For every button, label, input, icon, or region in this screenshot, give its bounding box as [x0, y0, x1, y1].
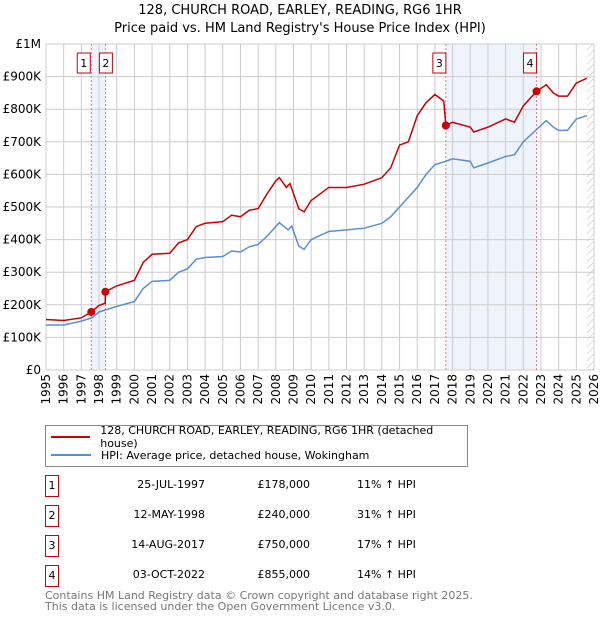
- x-tick-label: 2001: [145, 374, 159, 405]
- x-tick-label: 2023: [534, 374, 548, 405]
- sale-price: £240,000: [257, 508, 311, 521]
- chart-subtitle: Price paid vs. HM Land Registry's House …: [114, 21, 486, 36]
- hpi-line: [46, 115, 588, 326]
- x-tick-label: 2016: [410, 374, 424, 405]
- x-tick-label: 1995: [39, 374, 53, 405]
- plot-frame: [45, 43, 595, 371]
- y-tick-label: £700K: [3, 135, 43, 149]
- x-tick-label: 2021: [499, 374, 513, 405]
- sale-date: 12-MAY-1998: [133, 508, 205, 521]
- x-tick-label: 2022: [516, 374, 530, 405]
- x-tick-label: 2007: [251, 374, 265, 405]
- sale-marker-box: [98, 52, 113, 74]
- sale-marker-label: 2: [102, 57, 109, 70]
- x-tick-label: 2000: [127, 374, 141, 405]
- x-tick-label: 2024: [552, 374, 566, 405]
- sale-row: 2 12-MAY-1998 £240,000 31% ↑ HPI: [45, 505, 465, 527]
- price-chart: £0 £100K £200K £300K £400K £500K £600K £700K £80…: [3, 37, 600, 405]
- y-tick-label: £0: [26, 363, 41, 377]
- property-price-line: [45, 77, 588, 322]
- sale-marker-box: 2: [45, 505, 59, 527]
- y-tick-label: £900K: [3, 70, 43, 84]
- sale-price: £178,000: [257, 478, 311, 491]
- x-tick-label: 2020: [481, 374, 495, 405]
- x-tick-label: 1998: [92, 374, 106, 405]
- legend-swatch-red: [51, 436, 91, 438]
- sale-date: 25-JUL-1997: [137, 478, 205, 491]
- sale-hpi-change: 14% ↑ HPI: [357, 568, 416, 581]
- x-tick-label: 2017: [428, 374, 442, 405]
- sale-point: [441, 121, 450, 130]
- y-tick-label: £100K: [3, 330, 43, 344]
- legend-label: HPI: Average price, detached house, Woki…: [101, 448, 370, 462]
- sale-marker-box: 1: [45, 475, 59, 497]
- y-tick-label: £600K: [3, 167, 43, 181]
- legend-item-hpi: HPI: Average price, detached house, Woki…: [51, 446, 369, 464]
- sale-marker-box: [523, 52, 538, 74]
- sale-hpi-change: 17% ↑ HPI: [357, 538, 416, 551]
- sale-price: £750,000: [257, 538, 311, 551]
- sale-hpi-change: 31% ↑ HPI: [357, 508, 416, 521]
- y-tick-label: £200K: [3, 298, 43, 312]
- legend-swatch-blue: [51, 454, 91, 456]
- x-tick-label: 2011: [322, 374, 336, 405]
- x-tick-label: 2013: [357, 374, 371, 405]
- sale-marker-box: [76, 52, 91, 74]
- sale-hpi-change: 11% ↑ HPI: [357, 478, 416, 491]
- y-tick-label: £300K: [3, 265, 43, 279]
- sale-marker-label: 4: [527, 57, 534, 70]
- footer-line: Contains HM Land Registry data © Crown c…: [45, 589, 473, 602]
- footer: Contains HM Land Registry data © Crown c…: [45, 590, 473, 612]
- y-tick-label: £500K: [3, 200, 43, 214]
- x-tick-label: 2012: [340, 374, 354, 405]
- y-tick-label: £400K: [3, 233, 43, 247]
- sale-point: [532, 87, 541, 96]
- x-tick-label: 2002: [163, 374, 177, 405]
- x-tick-label: 2015: [393, 374, 407, 405]
- sale-marker-box: 4: [45, 565, 59, 587]
- sale-point: [101, 287, 110, 296]
- x-tick-label: 2008: [269, 374, 283, 405]
- sale-date: 03-OCT-2022: [132, 568, 205, 581]
- x-tick-label: 2006: [233, 374, 247, 405]
- sale-price: £855,000: [257, 568, 311, 581]
- y-tick-label: £1M: [15, 37, 41, 51]
- sale-date: 14-AUG-2017: [131, 538, 205, 551]
- x-tick-label: 2019: [463, 374, 477, 405]
- sale-point: [87, 307, 96, 316]
- x-tick-label: 1996: [57, 374, 71, 405]
- chart-title: 128, CHURCH ROAD, EARLEY, READING, RG6 1…: [138, 3, 462, 18]
- sale-marker-box: [432, 52, 447, 74]
- sale-marker-box: 3: [45, 535, 59, 557]
- x-tick-label: 2003: [180, 374, 194, 405]
- x-tick-label: 1997: [74, 374, 88, 405]
- x-tick-label: 2026: [587, 374, 600, 405]
- legend-item-property: 128, CHURCH ROAD, EARLEY, READING, RG6 1…: [51, 424, 467, 450]
- x-tick-label: 2025: [569, 374, 583, 405]
- x-tick-label: 2005: [216, 374, 230, 405]
- y-tick-label: £800K: [3, 102, 43, 116]
- x-tick-label: 2004: [198, 374, 212, 405]
- x-tick-label: 2018: [446, 374, 460, 405]
- x-tick-label: 1999: [110, 374, 124, 405]
- footer-line: This data is licensed under the Open Gov…: [45, 600, 396, 613]
- sale-marker-label: 1: [80, 57, 87, 70]
- sale-row: 3 14-AUG-2017 £750,000 17% ↑ HPI: [45, 535, 465, 557]
- sale-row: 1 25-JUL-1997 £178,000 11% ↑ HPI: [45, 475, 465, 497]
- legend: 128, CHURCH ROAD, EARLEY, READING, RG6 1…: [45, 424, 468, 467]
- x-tick-label: 2014: [375, 374, 389, 405]
- x-tick-label: 2009: [286, 374, 300, 405]
- x-tick-label: 2010: [304, 374, 318, 405]
- sale-marker-label: 3: [436, 57, 443, 70]
- legend-label: 128, CHURCH ROAD, EARLEY, READING, RG6 1…: [100, 424, 434, 450]
- sale-row: 4 03-OCT-2022 £855,000 14% ↑ HPI: [45, 565, 465, 587]
